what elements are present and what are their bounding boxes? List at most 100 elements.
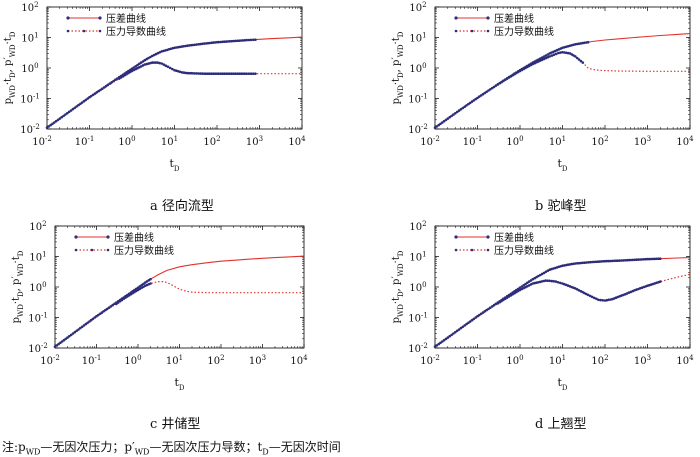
x-tick-label: 100 — [118, 135, 135, 148]
data-point — [631, 258, 635, 262]
data-point — [241, 72, 245, 75]
data-point — [236, 72, 239, 75]
x-tick-label: 100 — [124, 354, 141, 367]
data-point — [437, 123, 441, 127]
data-point — [210, 72, 213, 75]
data-point — [472, 317, 476, 321]
data-point — [600, 260, 603, 263]
data-point — [461, 325, 465, 329]
data-point — [57, 342, 60, 346]
x-tick-label: 103 — [634, 135, 651, 148]
data-point — [251, 38, 255, 42]
data-point — [138, 285, 142, 288]
data-point — [228, 72, 232, 75]
data-point — [114, 78, 117, 81]
legend-marker — [98, 29, 102, 33]
data-point — [625, 258, 629, 262]
data-point — [77, 328, 80, 331]
data-point — [201, 72, 204, 75]
data-point — [53, 121, 56, 124]
plot-frame — [434, 225, 691, 349]
data-point — [515, 290, 518, 294]
data-point — [226, 72, 230, 75]
y-tick-label: 100 — [21, 62, 38, 75]
data-point — [149, 277, 152, 281]
data-point — [575, 56, 579, 60]
data-point — [68, 334, 71, 338]
data-point — [489, 88, 492, 91]
data-point — [243, 72, 247, 75]
caption-d: d 上翘型 — [535, 417, 587, 432]
data-point — [455, 110, 459, 114]
data-point — [520, 285, 524, 288]
data-point — [219, 72, 222, 75]
data-point — [249, 38, 253, 42]
caption-c: c 井储型 — [150, 417, 201, 432]
x-tick-label: 10-2 — [32, 135, 52, 148]
data-point — [79, 326, 82, 330]
data-point — [465, 322, 468, 326]
data-point — [152, 61, 156, 64]
footnote-run: —无因次压力；p′ — [40, 440, 135, 454]
legend-marker — [82, 29, 86, 33]
data-point — [454, 330, 457, 334]
data-point — [204, 72, 208, 75]
data-point — [648, 257, 651, 261]
data-point — [476, 96, 479, 100]
data-point — [463, 324, 467, 327]
legend-marker — [106, 235, 110, 239]
y-tick-label: 100 — [29, 281, 46, 294]
data-point — [249, 72, 253, 75]
data-point — [599, 298, 602, 302]
data-point — [579, 59, 583, 63]
x-tick-label: 10-1 — [82, 354, 102, 367]
legend-marker — [66, 16, 70, 20]
data-point — [612, 259, 616, 263]
y-tick-label: 10-2 — [20, 123, 40, 136]
data-point — [502, 79, 505, 83]
x-tick-label: 10-2 — [420, 354, 440, 367]
data-point — [587, 261, 590, 264]
data-point — [60, 115, 63, 119]
footnote: 注:pWD—无因次压力；p′WD—无因次压力导数；tD—无因次时间 — [2, 438, 341, 456]
x-tick-label: 10-1 — [463, 135, 483, 148]
legend-marker — [98, 16, 102, 20]
data-point — [79, 102, 82, 106]
data-point — [442, 338, 446, 342]
data-point — [588, 294, 592, 298]
data-point — [199, 72, 202, 75]
data-point — [470, 318, 474, 322]
x-tick-label: 100 — [506, 135, 523, 148]
data-point — [468, 101, 472, 105]
data-point — [241, 39, 245, 42]
data-point — [659, 257, 662, 261]
data-point — [86, 321, 89, 325]
data-point — [171, 67, 174, 71]
data-point — [441, 340, 444, 343]
data-point — [75, 105, 78, 108]
data-point — [490, 305, 494, 308]
data-point — [575, 262, 579, 265]
x-tick-label: 102 — [591, 354, 608, 367]
x-tick-label: 104 — [676, 354, 694, 367]
data-point — [618, 259, 621, 262]
x-axis-label: tD — [557, 157, 567, 173]
data-point — [82, 324, 86, 327]
y-tick-label: 10-2 — [408, 342, 428, 355]
data-point — [156, 61, 159, 64]
y-tick-label: 10-1 — [408, 93, 428, 106]
data-point — [546, 53, 550, 56]
legend-label-derivative: 压力导数曲线 — [114, 244, 174, 257]
data-point — [58, 117, 62, 120]
data-point — [47, 125, 51, 128]
data-point — [116, 301, 120, 304]
footnote-run: p — [18, 440, 26, 454]
data-point — [254, 72, 257, 75]
data-point — [489, 306, 492, 310]
data-point — [550, 279, 554, 283]
data-point — [552, 280, 556, 283]
derivative-curve — [55, 281, 304, 348]
data-point — [154, 61, 158, 64]
data-point — [544, 279, 547, 282]
